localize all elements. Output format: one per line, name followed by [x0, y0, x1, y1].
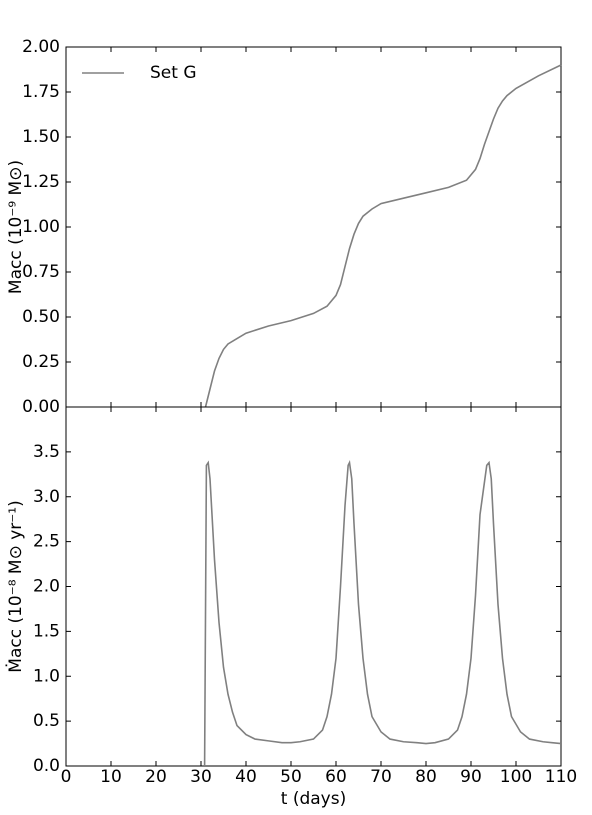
axes-frame [65, 406, 562, 767]
y-tick-label: 1.0 [33, 666, 60, 686]
y-tick-label: 1.75 [22, 82, 60, 102]
y-tick-label: 1.00 [22, 217, 60, 237]
y-tick-label: 0.25 [22, 352, 60, 372]
x-tick-label: 10 [100, 767, 122, 787]
x-tick-label: 100 [500, 767, 532, 787]
x-tick-label: 80 [415, 767, 437, 787]
x-tick-label: 0 [61, 767, 72, 787]
x-tick-label: 90 [460, 767, 482, 787]
y-tick-label: 2.00 [22, 37, 60, 57]
y-tick-label: 1.5 [33, 621, 60, 641]
y-tick-label: 0.50 [22, 307, 60, 327]
y-tick-label: 0.75 [22, 262, 60, 282]
x-axis-label: t (days) [281, 789, 346, 809]
x-tick-label: 110 [545, 767, 577, 787]
axes-frame [65, 46, 562, 408]
y-axis-label: Ṁacc (10⁻⁸ M⊙ yr⁻¹) [5, 500, 26, 672]
x-tick-label: 40 [235, 767, 257, 787]
y-tick-label: 3.5 [33, 442, 60, 462]
y-tick-label: 2.5 [33, 532, 60, 552]
y-tick-label: 1.50 [22, 127, 60, 147]
x-tick-label: 60 [325, 767, 347, 787]
y-tick-label: 0.0 [33, 756, 60, 776]
x-tick-label: 70 [370, 767, 392, 787]
legend-label: Set G [150, 63, 197, 83]
data-line [203, 459, 562, 767]
y-axis-label: Macc (10⁻⁹ M⊙) [6, 160, 26, 294]
y-tick-label: 0.5 [33, 711, 60, 731]
x-tick-label: 30 [190, 767, 212, 787]
y-tick-label: 0.00 [22, 397, 60, 417]
y-tick-label: 3.0 [33, 487, 60, 507]
y-tick-label: 2.0 [33, 577, 60, 597]
x-tick-label: 50 [280, 767, 302, 787]
y-tick-label: 1.25 [22, 172, 60, 192]
data-line [204, 64, 562, 408]
x-tick-label: 20 [145, 767, 167, 787]
